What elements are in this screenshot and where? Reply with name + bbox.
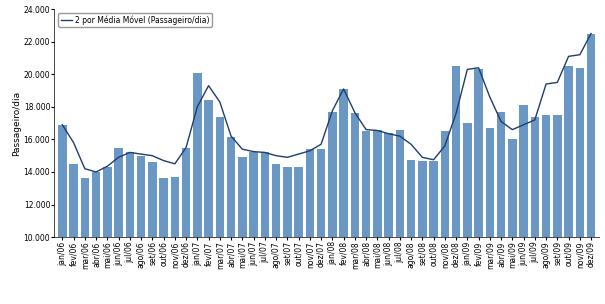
Bar — [261, 152, 269, 304]
Legend: 2 por Média Móvel (Passageiro/dia): 2 por Média Móvel (Passageiro/dia) — [58, 13, 212, 27]
2 por Média Móvel (Passageiro/dia) — [227, 134, 235, 138]
Bar — [148, 162, 157, 304]
2 por Média Móvel (Passageiro/dia) — [351, 111, 358, 114]
2 por Média Móvel (Passageiro/dia) — [318, 143, 325, 146]
Bar — [373, 130, 382, 304]
Bar — [430, 161, 438, 304]
Y-axis label: Passageiro/dia: Passageiro/dia — [12, 91, 21, 156]
2 por Média Móvel (Passageiro/dia) — [149, 154, 156, 157]
Bar — [182, 147, 191, 304]
2 por Média Móvel (Passageiro/dia) — [81, 167, 88, 171]
Bar — [272, 164, 280, 304]
2 por Média Móvel (Passageiro/dia) — [126, 150, 134, 154]
2 por Média Móvel (Passageiro/dia) — [284, 156, 291, 159]
Bar — [351, 113, 359, 304]
2 por Média Móvel (Passageiro/dia) — [205, 84, 212, 88]
Bar — [126, 152, 134, 304]
Bar — [463, 123, 471, 304]
2 por Média Móvel (Passageiro/dia) — [374, 129, 381, 132]
Bar — [92, 172, 100, 304]
Bar — [249, 152, 258, 304]
Bar — [587, 33, 595, 304]
Bar — [114, 147, 123, 304]
2 por Média Móvel (Passageiro/dia) — [486, 95, 494, 99]
2 por Média Móvel (Passageiro/dia) — [261, 150, 269, 154]
Bar — [238, 157, 247, 304]
Bar — [396, 130, 404, 304]
2 por Média Móvel (Passageiro/dia) — [430, 158, 437, 162]
Bar — [227, 137, 235, 304]
Bar — [564, 66, 573, 304]
Bar — [193, 74, 201, 304]
Bar — [486, 128, 494, 304]
2 por Média Móvel (Passageiro/dia) — [183, 146, 190, 149]
Bar — [440, 131, 449, 304]
Bar — [508, 140, 517, 304]
Bar — [283, 167, 292, 304]
Bar — [70, 164, 78, 304]
2 por Média Móvel (Passageiro/dia) — [103, 164, 111, 168]
Bar — [171, 177, 179, 304]
2 por Média Móvel (Passageiro/dia) — [565, 54, 572, 58]
2 por Média Móvel (Passageiro/dia) — [554, 81, 561, 84]
2 por Média Móvel (Passageiro/dia) — [295, 152, 302, 156]
2 por Média Móvel (Passageiro/dia) — [340, 87, 347, 91]
2 por Média Móvel (Passageiro/dia) — [239, 147, 246, 151]
2 por Média Móvel (Passageiro/dia) — [115, 156, 122, 159]
Bar — [384, 133, 393, 304]
2 por Média Móvel (Passageiro/dia) — [70, 141, 77, 144]
2 por Média Móvel (Passageiro/dia) — [137, 152, 145, 156]
Bar — [317, 149, 325, 304]
Bar — [418, 161, 427, 304]
2 por Média Móvel (Passageiro/dia) — [194, 105, 201, 109]
2 por Média Móvel (Passageiro/dia) — [59, 123, 66, 126]
Line: 2 por Média Móvel (Passageiro/dia): 2 por Média Móvel (Passageiro/dia) — [62, 33, 591, 172]
Bar — [295, 167, 302, 304]
2 por Média Móvel (Passageiro/dia) — [171, 162, 178, 166]
2 por Média Móvel (Passageiro/dia) — [93, 170, 100, 174]
2 por Média Móvel (Passageiro/dia) — [407, 143, 414, 146]
2 por Média Móvel (Passageiro/dia) — [497, 120, 505, 123]
Bar — [306, 149, 314, 304]
Bar — [497, 112, 505, 304]
2 por Média Móvel (Passageiro/dia) — [306, 149, 313, 153]
Bar — [328, 112, 336, 304]
Bar — [58, 125, 67, 304]
Bar — [215, 117, 224, 304]
2 por Média Móvel (Passageiro/dia) — [160, 159, 167, 162]
2 por Média Móvel (Passageiro/dia) — [419, 156, 426, 159]
Bar — [80, 178, 89, 304]
2 por Média Móvel (Passageiro/dia) — [587, 32, 595, 35]
2 por Média Móvel (Passageiro/dia) — [396, 134, 404, 138]
2 por Média Móvel (Passageiro/dia) — [531, 118, 538, 122]
Bar — [542, 115, 551, 304]
2 por Média Móvel (Passageiro/dia) — [272, 154, 280, 157]
2 por Média Móvel (Passageiro/dia) — [329, 109, 336, 113]
Bar — [103, 167, 111, 304]
Bar — [553, 115, 561, 304]
2 por Média Móvel (Passageiro/dia) — [520, 123, 527, 126]
Bar — [452, 66, 460, 304]
Bar — [339, 89, 348, 304]
Bar — [474, 69, 483, 304]
2 por Média Móvel (Passageiro/dia) — [362, 128, 370, 131]
2 por Média Móvel (Passageiro/dia) — [576, 53, 583, 57]
Bar — [519, 105, 528, 304]
Bar — [407, 160, 415, 304]
2 por Média Móvel (Passageiro/dia) — [509, 128, 516, 131]
Bar — [137, 156, 145, 304]
Bar — [159, 178, 168, 304]
2 por Média Móvel (Passageiro/dia) — [216, 100, 223, 104]
2 por Média Móvel (Passageiro/dia) — [453, 112, 460, 115]
2 por Média Móvel (Passageiro/dia) — [463, 67, 471, 71]
2 por Média Móvel (Passageiro/dia) — [385, 132, 392, 136]
2 por Média Móvel (Passageiro/dia) — [441, 144, 448, 148]
Bar — [362, 131, 370, 304]
Bar — [204, 100, 213, 304]
2 por Média Móvel (Passageiro/dia) — [250, 150, 257, 154]
2 por Média Móvel (Passageiro/dia) — [543, 82, 550, 86]
Bar — [575, 68, 584, 304]
Bar — [531, 117, 539, 304]
2 por Média Móvel (Passageiro/dia) — [475, 66, 482, 70]
